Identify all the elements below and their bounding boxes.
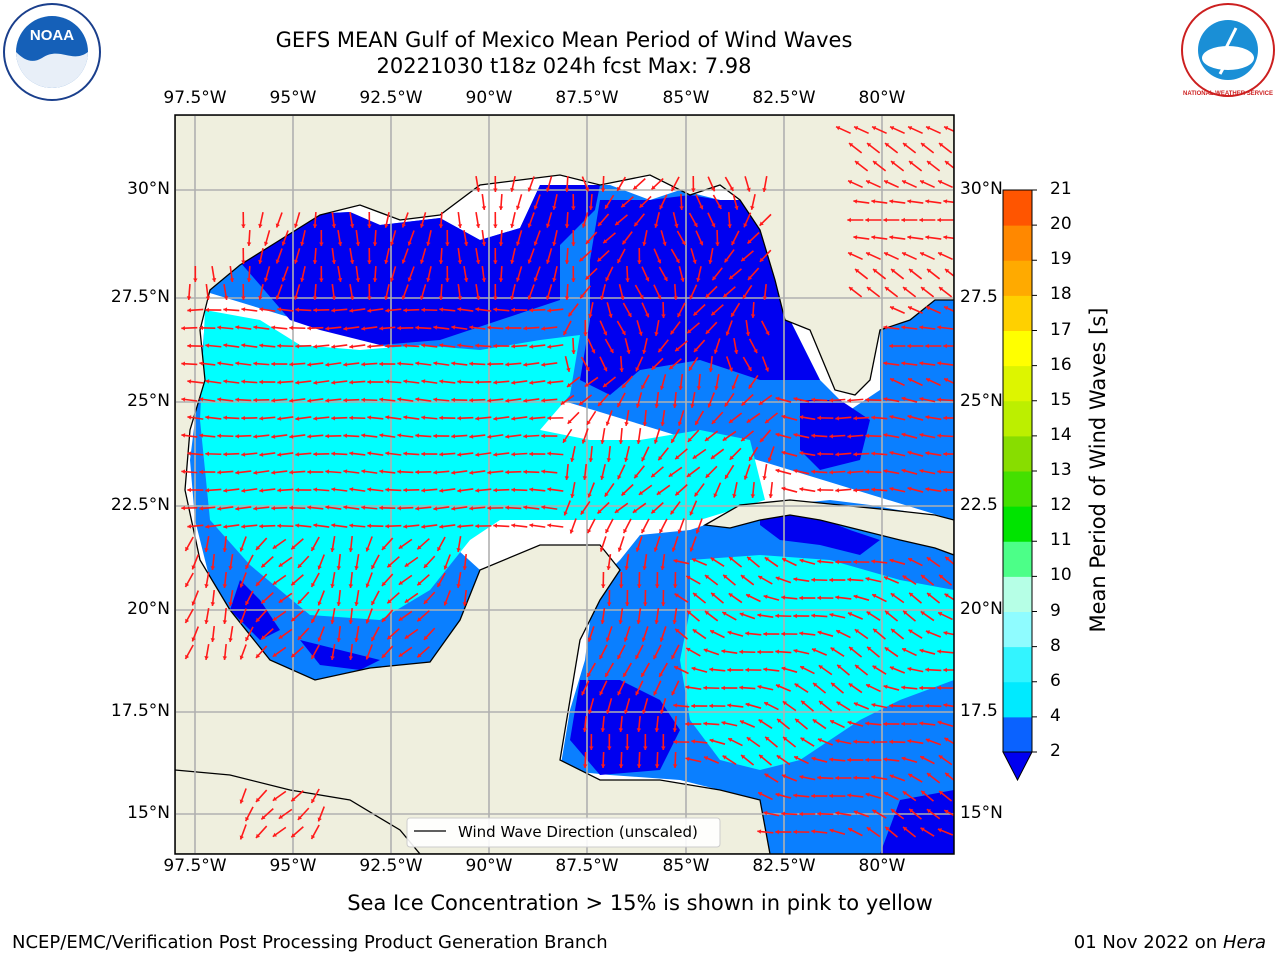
wind-wave-arrows <box>181 125 954 840</box>
colorbar-tick-label: 20 <box>1050 214 1072 235</box>
colorbar-swatch <box>1003 471 1032 507</box>
lat-tick-right: 27.5 <box>960 287 998 307</box>
colorbar <box>1002 189 1037 782</box>
colorbar-swatch <box>1003 681 1032 718</box>
colorbar-tick-label: 10 <box>1050 565 1072 586</box>
legend-label: Wind Wave Direction (unscaled) <box>458 823 698 841</box>
colorbar-swatch <box>1003 400 1032 437</box>
lon-tick-bottom: 85°W <box>662 856 710 876</box>
colorbar-swatch <box>1003 365 1032 402</box>
colorbar-tick-label: 6 <box>1050 670 1061 691</box>
lon-tick-top: 87.5°W <box>555 88 619 108</box>
lon-tick-top: 97.5°W <box>163 88 227 108</box>
lon-tick-bottom: 90°W <box>465 856 513 876</box>
lon-tick-top: 80°W <box>858 88 906 108</box>
colorbar-under-triangle <box>1002 751 1033 782</box>
colorbar-swatch <box>1003 611 1032 648</box>
lat-tick-left: 20°N <box>127 599 170 619</box>
lon-tick-bottom: 95°W <box>269 856 317 876</box>
lon-tick-bottom: 92.5°W <box>359 856 423 876</box>
nws-logo: NATIONAL WEATHER SERVICE <box>1181 3 1275 97</box>
colorbar-tick-label: 4 <box>1050 705 1061 726</box>
colorbar-label: Mean Period of Wind Waves [s] <box>1086 307 1110 633</box>
lon-tick-bottom: 87.5°W <box>555 856 619 876</box>
lat-tick-left: 15°N <box>127 803 170 823</box>
arrow-legend: Wind Wave Direction (unscaled) <box>406 817 721 848</box>
sea-ice-note: Sea Ice Concentration > 15% is shown in … <box>347 891 933 915</box>
lon-tick-bottom: 97.5°W <box>163 856 227 876</box>
svg-text:NOAA: NOAA <box>30 27 74 44</box>
colorbar-swatch <box>1003 435 1032 472</box>
lon-tick-top: 82.5°W <box>752 88 816 108</box>
lat-tick-left: 30°N <box>127 179 170 199</box>
lon-tick-top: 92.5°W <box>359 88 423 108</box>
lat-tick-right: 17.5 <box>960 701 998 721</box>
lat-tick-right: 15°N <box>960 803 1003 823</box>
noaa-logo: NOAA <box>3 3 101 101</box>
colorbar-tick-label: 2 <box>1050 741 1061 761</box>
colorbar-tick-label: 19 <box>1050 249 1072 270</box>
lon-tick-top: 85°W <box>662 88 710 108</box>
footer-machine: Hera <box>1222 932 1266 953</box>
colorbar-tick-label: 21 <box>1050 179 1072 199</box>
lon-tick-bottom: 82.5°W <box>752 856 816 876</box>
lat-tick-right: 20°N <box>960 599 1003 619</box>
map-title: GEFS MEAN Gulf of Mexico Mean Period of … <box>275 28 853 52</box>
lon-tick-bottom: 80°W <box>858 856 906 876</box>
colorbar-swatch <box>1003 506 1032 542</box>
lat-tick-left: 27.5°N <box>110 287 170 307</box>
svg-text:NATIONAL WEATHER SERVICE: NATIONAL WEATHER SERVICE <box>1183 91 1273 97</box>
lat-tick-left: 25°N <box>127 391 170 411</box>
colorbar-tick-label: 16 <box>1050 354 1072 375</box>
colorbar-swatch <box>1003 295 1032 331</box>
lon-tick-top: 95°W <box>269 88 317 108</box>
lat-tick-right: 25°N <box>960 391 1003 411</box>
lat-tick-right: 30°N <box>960 179 1003 199</box>
map-frame <box>174 114 955 855</box>
colorbar-tick-label: 9 <box>1050 600 1061 621</box>
colorbar-tick-label: 12 <box>1050 495 1072 516</box>
footer-left: NCEP/EMC/Verification Post Processing Pr… <box>12 932 608 953</box>
lat-tick-left: 17.5°N <box>110 701 170 721</box>
lat-tick-left: 22.5°N <box>110 495 170 515</box>
lat-tick-right: 22.5 <box>960 495 998 515</box>
map-subtitle: 20221030 t18z 024h fcst Max: 7.98 <box>376 54 752 78</box>
colorbar-tick-label: 8 <box>1050 635 1061 656</box>
colorbar-swatch <box>1003 330 1032 367</box>
colorbar-tick-label: 14 <box>1050 424 1072 445</box>
colorbar-swatch <box>1003 576 1032 612</box>
colorbar-swatch <box>1003 225 1032 261</box>
footer-right: 01 Nov 2022 on Hera <box>1074 932 1266 953</box>
footer-date: 01 Nov 2022 on <box>1073 932 1223 953</box>
colorbar-swatch <box>1003 646 1032 683</box>
lon-tick-top: 90°W <box>465 88 513 108</box>
colorbar-swatch <box>1003 190 1032 226</box>
colorbar-swatch <box>1003 541 1032 577</box>
colorbar-tick-label: 13 <box>1050 460 1072 480</box>
wave-field-deep <box>230 185 954 854</box>
colorbar-swatch <box>1003 716 1032 753</box>
colorbar-tick-label: 17 <box>1050 319 1072 340</box>
colorbar-tick-label: 18 <box>1050 284 1072 305</box>
colorbar-swatch <box>1003 260 1032 296</box>
colorbar-tick-label: 11 <box>1050 530 1072 551</box>
colorbar-tick-label: 15 <box>1050 389 1072 410</box>
